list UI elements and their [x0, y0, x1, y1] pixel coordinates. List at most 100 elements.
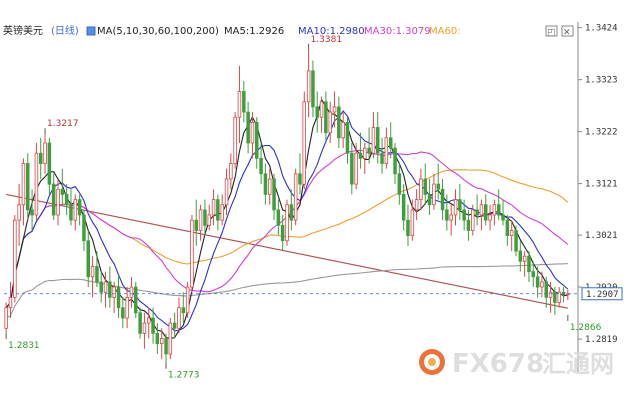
indicator-checkbox-icon[interactable]: [86, 26, 96, 36]
candle-down: [544, 281, 549, 298]
candle-down: [51, 183, 56, 216]
header-ma30: MA30:1.3079: [364, 26, 431, 37]
candle-down: [466, 219, 471, 231]
close-button[interactable]: [561, 25, 574, 37]
candle-up: [540, 281, 544, 288]
header-ma10: MA10:1.2980: [298, 26, 365, 37]
candle-up: [168, 322, 173, 355]
candle-down: [194, 219, 198, 231]
price-tick-label: 1.3222: [585, 128, 618, 138]
watermark-cn: 汇通网: [542, 350, 614, 378]
annotation-label: 1.2773: [168, 371, 200, 381]
candle-down: [553, 291, 557, 303]
candle-up: [177, 307, 181, 329]
candle-up: [453, 199, 458, 216]
price-annotations: 1.3217 1.3381 1.2831 1.2773 1.2866: [5, 35, 602, 381]
candle-down: [514, 230, 518, 252]
price-tick-label: 1.3121: [585, 180, 618, 190]
candle-down: [164, 338, 168, 355]
candle-down: [535, 276, 540, 288]
candle-up: [328, 111, 332, 134]
candle-up: [302, 101, 306, 185]
candle-up: [410, 209, 415, 236]
candle-up: [229, 163, 233, 180]
candle-down: [483, 204, 488, 221]
candle-down: [172, 322, 177, 329]
candle-up: [34, 152, 39, 216]
candle-down: [311, 70, 315, 108]
candle-up: [470, 209, 475, 231]
candle-down: [462, 209, 466, 221]
candle-down: [108, 281, 112, 298]
candle-up: [306, 70, 311, 103]
candle-up: [220, 204, 224, 221]
header-symbol: 英镑美元: [3, 24, 43, 37]
header-indicator[interactable]: MA(5,10,30,60,100,200): [97, 26, 219, 37]
candle-up: [224, 178, 229, 206]
annotation-label: 1.3217: [47, 119, 79, 129]
candle-down: [375, 127, 380, 154]
candle-up: [129, 286, 134, 298]
header-ma60: MA60:: [429, 26, 461, 37]
candle-up: [142, 322, 147, 334]
watermark-brand: FX678: [452, 349, 544, 379]
candle-down: [246, 111, 250, 144]
price-tick-label: 1.3424: [585, 24, 618, 34]
candle-down: [203, 209, 207, 226]
candle-up: [233, 116, 237, 164]
candle-down: [263, 173, 268, 195]
candle-up: [211, 199, 216, 216]
candle-up: [548, 291, 553, 298]
candle-down: [445, 209, 449, 221]
candle-up: [488, 214, 492, 221]
candle-up: [319, 101, 324, 118]
candle-down: [427, 193, 432, 206]
candle-up: [332, 106, 337, 113]
candle-down: [95, 266, 99, 283]
candle-down: [324, 101, 328, 134]
candle-down: [496, 204, 501, 216]
candle-up: [198, 209, 203, 231]
price-tick-label: 1.2819: [585, 335, 618, 345]
candle-up: [207, 214, 211, 226]
candle-down: [289, 204, 294, 221]
candle-down: [39, 152, 43, 164]
candle-up: [371, 127, 376, 154]
candle-down: [86, 240, 91, 278]
candle-up: [103, 281, 108, 293]
candle-up: [13, 219, 17, 298]
restore-button[interactable]: [545, 25, 558, 37]
candle-up: [522, 255, 527, 262]
last-price-label: 1.2907: [586, 290, 619, 300]
restore-icon: ◰: [547, 28, 556, 38]
annotation-label: 1.2831: [8, 341, 40, 351]
candle-down: [280, 224, 285, 242]
candle-up: [384, 137, 389, 164]
candle-down: [315, 106, 319, 118]
candle-down: [440, 188, 445, 211]
annotation-label: 1.3381: [311, 35, 343, 45]
candle-up: [21, 163, 26, 206]
price-tick-label: 1.3021: [585, 231, 618, 241]
candle-up: [509, 230, 514, 236]
candle-down: [501, 214, 505, 221]
candle-down: [423, 178, 427, 195]
candle-up: [185, 286, 190, 314]
candle-up: [492, 204, 497, 216]
candle-up: [432, 183, 436, 206]
candle-down: [259, 157, 263, 175]
candle-up: [90, 266, 95, 278]
candle-down: [337, 106, 341, 139]
candle-down: [64, 193, 69, 206]
candle-up: [159, 338, 164, 344]
candle-down: [121, 307, 125, 319]
candle-down: [69, 204, 73, 221]
candle-down: [298, 173, 302, 185]
candle-up: [557, 291, 562, 303]
candle-down: [380, 152, 384, 164]
candle-down: [116, 286, 121, 309]
close-icon: ✕: [563, 28, 571, 38]
candle-down: [388, 137, 393, 149]
